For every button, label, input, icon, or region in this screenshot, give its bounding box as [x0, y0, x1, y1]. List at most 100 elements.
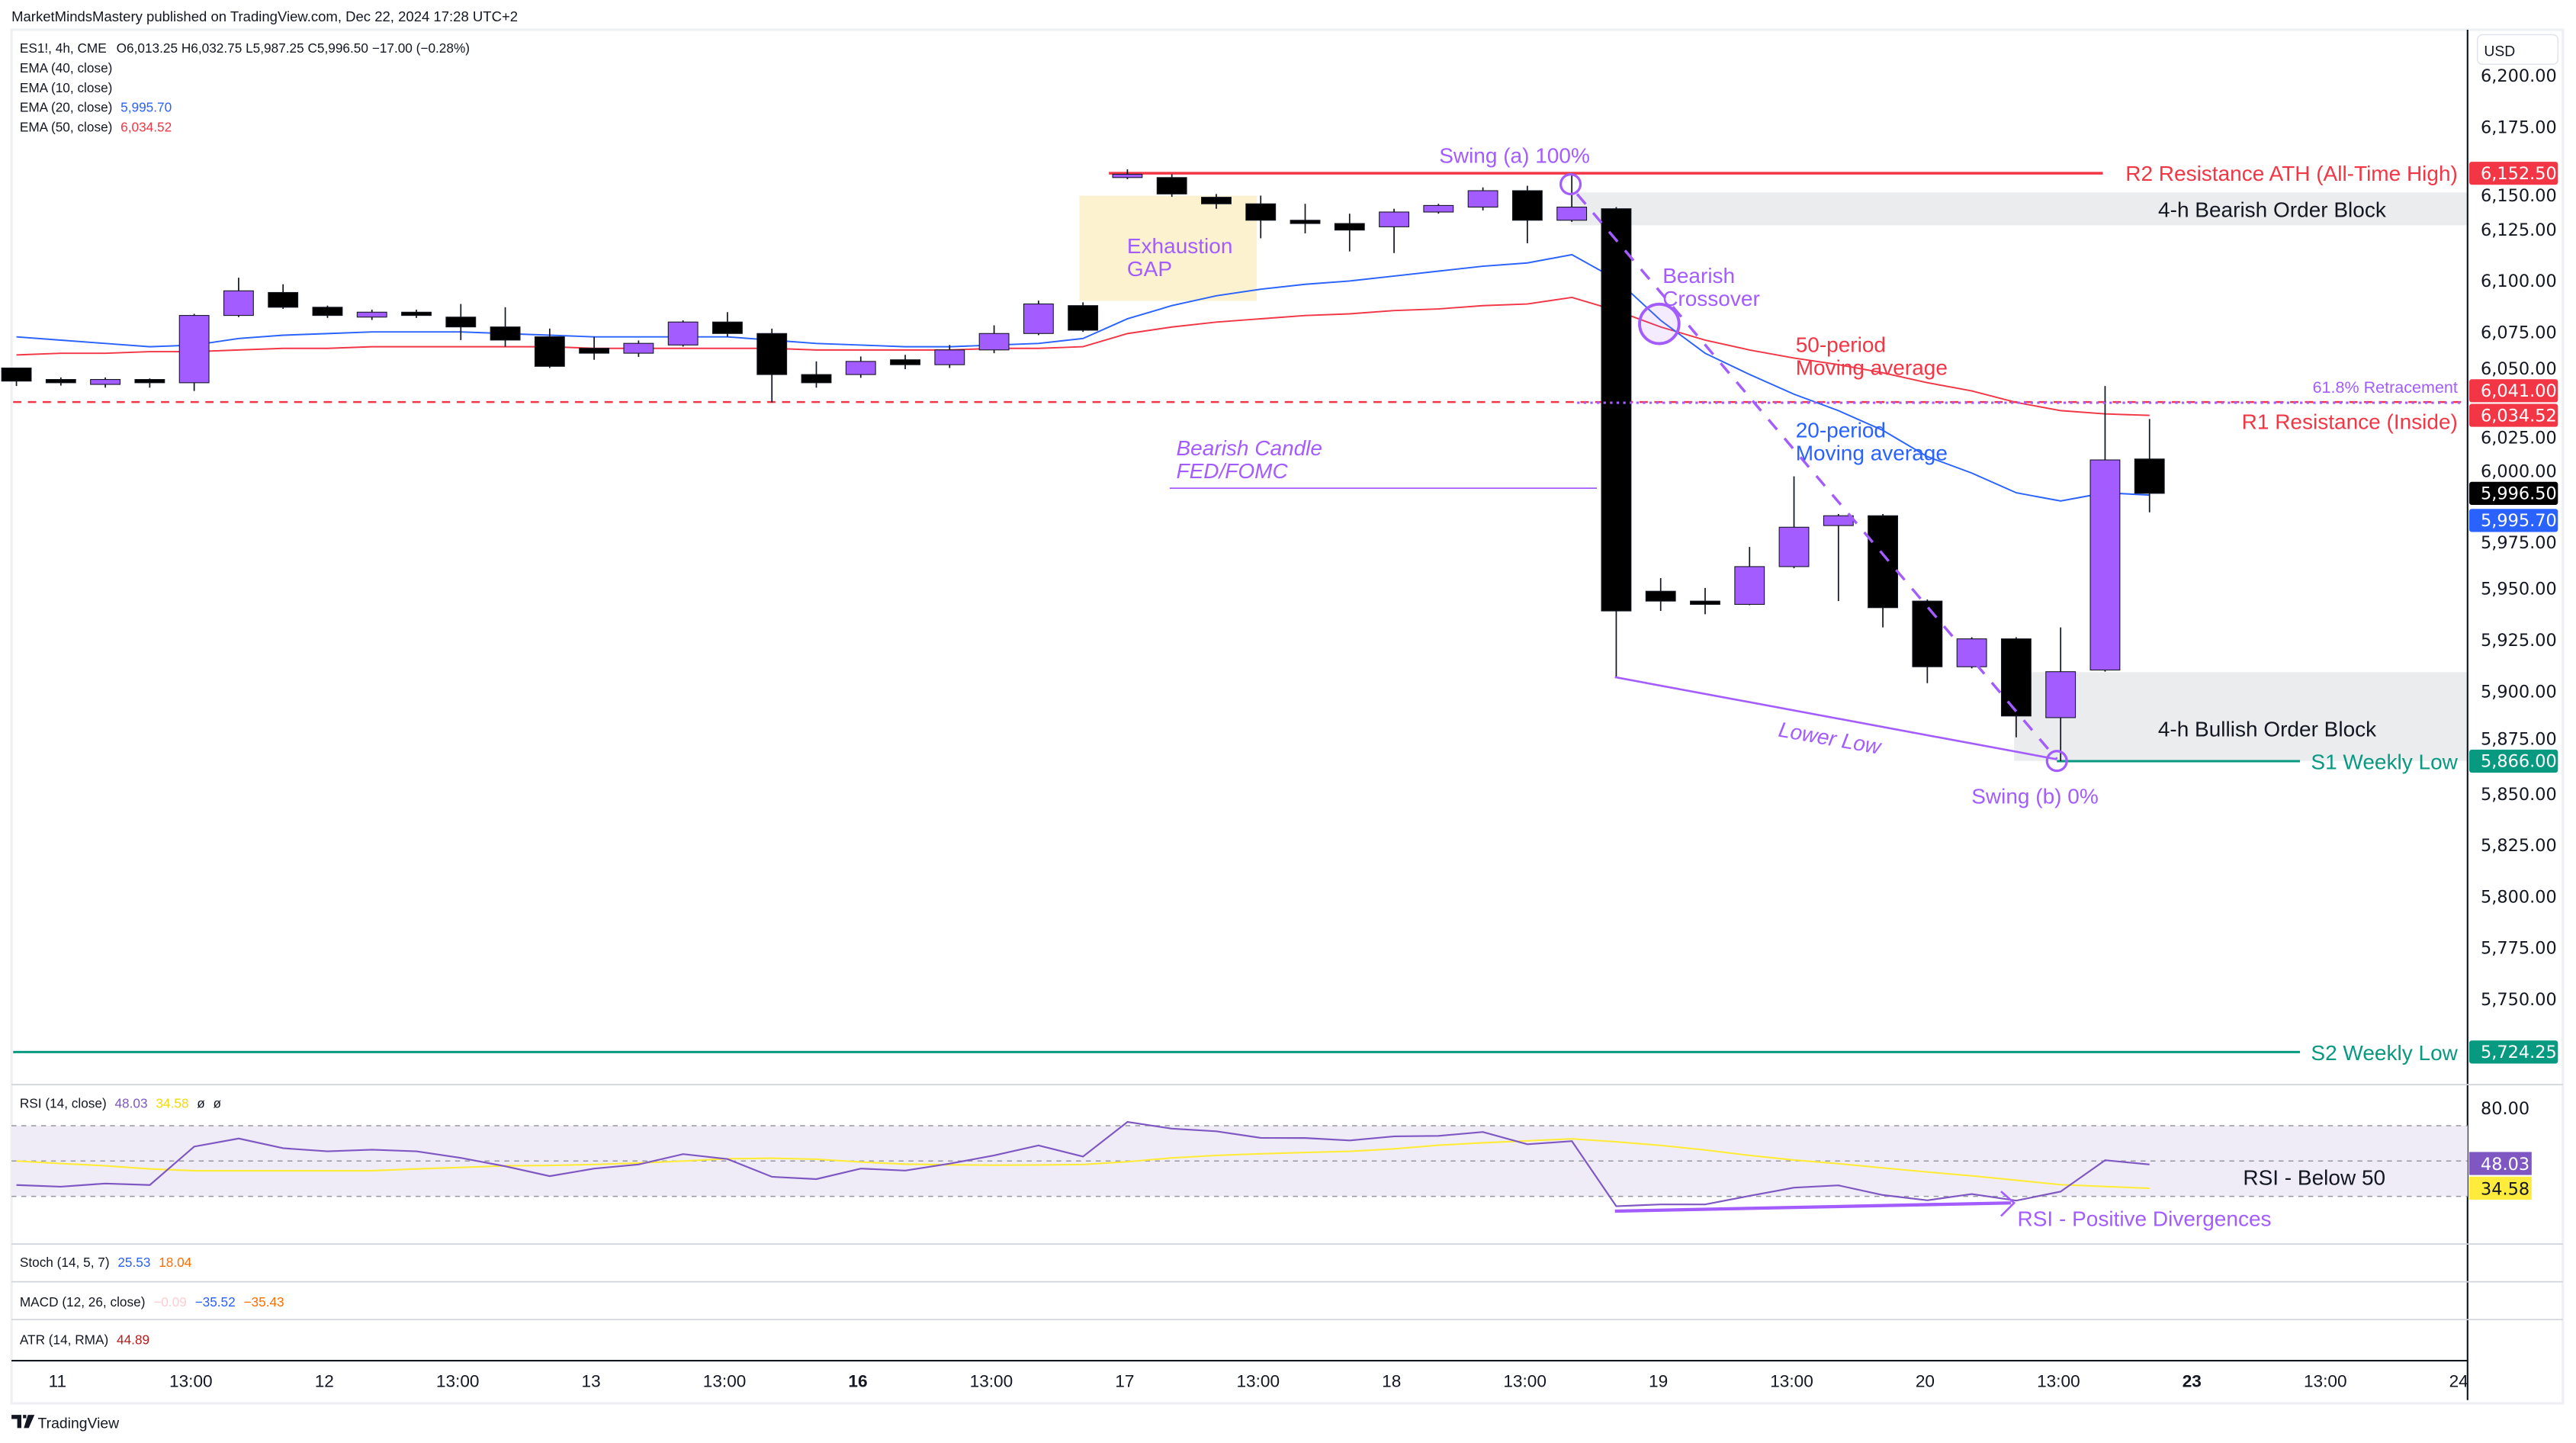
price-tick: 5,825.00: [2481, 836, 2557, 856]
rsi-line: [16, 1120, 2150, 1207]
price-badge: [2468, 481, 2558, 505]
time-tick: 16: [848, 1372, 867, 1391]
symbol-info: ES1!, 4h, CME: [20, 40, 107, 56]
rsi-divergence-line[interactable]: [1614, 1201, 2011, 1213]
time-tick: 12: [315, 1372, 334, 1391]
r1-label: R1 Resistance (Inside): [2242, 410, 2458, 434]
hidden-value-icon: ø: [197, 1095, 205, 1110]
atr-legend[interactable]: ATR (14, RMA) 44.89: [20, 1332, 149, 1347]
candle: [1956, 637, 1987, 669]
candle-body: [45, 379, 76, 384]
ma50-label-1: 50-period: [1796, 333, 1886, 356]
price-tick: 5,875.00: [2481, 730, 2557, 750]
price-tick: 6,125.00: [2481, 220, 2557, 240]
candle-body: [623, 342, 654, 354]
macd-signal-value: −35.43: [243, 1294, 284, 1310]
price-tick: 5,850.00: [2481, 785, 2557, 805]
currency-label: USD: [2484, 43, 2515, 59]
candle-body: [801, 374, 832, 384]
candle-body: [312, 307, 343, 317]
candle: [1156, 174, 1187, 198]
candle-body: [1245, 203, 1277, 221]
stoch-d-value: 18.04: [159, 1255, 192, 1270]
candle: [1423, 204, 1454, 214]
ema20-legend[interactable]: EMA (20, close) 5,995.70: [20, 100, 172, 115]
tradingview-brand: TradingView: [38, 1415, 120, 1432]
lower-low-line[interactable]: [1614, 676, 2057, 760]
candle: [1201, 194, 1232, 209]
candle: [1379, 208, 1409, 253]
candle: [712, 312, 743, 337]
candle: [45, 377, 76, 386]
candle: [2000, 637, 2032, 738]
candle-body: [90, 379, 121, 385]
candle-body: [534, 336, 565, 367]
candle: [1734, 547, 1765, 606]
time-tick: 13:00: [970, 1372, 1013, 1391]
macd-legend[interactable]: MACD (12, 26, close) −0.09 −35.52 −35.43: [20, 1294, 284, 1310]
swing-a-circle[interactable]: [1559, 172, 1582, 196]
candle: [1511, 185, 1543, 243]
price-axis[interactable]: 6,200.00 6,175.00 6,150.00 6,125.00 6,100.00…: [2468, 66, 2558, 1064]
price-tick: 5,750.00: [2481, 990, 2557, 1010]
candle: [978, 325, 1010, 354]
price-tick: 5,900.00: [2481, 682, 2557, 702]
candle-body: [1068, 305, 1099, 331]
candle-body: [1912, 600, 1943, 667]
price-badge-text: 5,724.25: [2481, 1043, 2557, 1062]
candle: [401, 310, 432, 318]
r2-label: R2 Resistance ATH (All-Time High): [2125, 162, 2458, 185]
time-tick: 24: [2449, 1372, 2468, 1391]
candles-layer: [1, 169, 2165, 761]
candle: [2134, 419, 2165, 513]
swing-b-circle[interactable]: [2045, 750, 2068, 773]
swing-fib-line[interactable]: [1575, 193, 2058, 760]
candle: [579, 336, 610, 360]
bearish-order-block-zone: [1570, 192, 2468, 226]
time-tick: 13:00: [436, 1372, 480, 1391]
candle-body: [268, 291, 299, 308]
stoch-name: Stoch (14, 5, 7): [20, 1255, 110, 1270]
hidden-value-icon: ø: [214, 1095, 222, 1110]
bearish-crossover-circle[interactable]: [1638, 302, 1681, 345]
rsi-value-badge: [2468, 1152, 2532, 1175]
candle: [1467, 187, 1498, 211]
candle: [801, 361, 832, 388]
ema10-legend[interactable]: EMA (10, close): [20, 80, 113, 95]
candle-body: [579, 348, 610, 354]
price-tick: 6,100.00: [2481, 272, 2557, 291]
time-axis[interactable]: 11 13:00 12 13:00 13 13:00 16 13:00 17 13:00 18 13:…: [49, 1372, 2468, 1391]
price-badge-text: 5,995.70: [2481, 511, 2557, 531]
swing-b-label: Swing (b) 0%: [1971, 785, 2099, 808]
tradingview-logo[interactable]: TradingView: [11, 1415, 120, 1432]
rsi-legend[interactable]: RSI (14, close) 48.03 34.58 ø ø: [20, 1095, 222, 1110]
stoch-legend[interactable]: Stoch (14, 5, 7) 25.53 18.04: [20, 1255, 192, 1270]
rsi-name: RSI (14, close): [20, 1095, 107, 1110]
price-badge: [2468, 403, 2558, 427]
candle-body: [445, 317, 477, 328]
price-tick: 5,925.00: [2481, 631, 2557, 651]
candle: [1334, 214, 1365, 252]
ema50-legend[interactable]: EMA (50, close) 6,034.52: [20, 120, 172, 135]
price-tick: 6,050.00: [2481, 359, 2557, 379]
candle-body: [712, 321, 743, 334]
candle-body: [1, 367, 32, 382]
price-tick: 6,200.00: [2481, 66, 2557, 86]
candle-body: [2000, 638, 2032, 717]
published-caption: MarketMindsMastery published on TradingV…: [11, 8, 518, 24]
rsi-ma-badge-text: 34.58: [2481, 1179, 2529, 1199]
time-tick: 13:00: [1503, 1372, 1547, 1391]
price-tick: 6,175.00: [2481, 117, 2557, 137]
price-badge: [2468, 1040, 2558, 1064]
price-tick: 6,075.00: [2481, 323, 2557, 342]
time-tick: 23: [2183, 1372, 2202, 1391]
price-badge-text: 5,996.50: [2481, 484, 2557, 504]
bearish-label: Bearish: [1662, 264, 1735, 288]
price-badge: [2468, 749, 2558, 773]
ma20-label-1: 20-period: [1796, 418, 1886, 442]
ema40-legend[interactable]: EMA (40, close): [20, 60, 113, 76]
candle-body: [2045, 671, 2077, 718]
currency-button[interactable]: [2476, 34, 2559, 66]
price-badge-text: 6,152.50: [2481, 164, 2557, 184]
candle: [667, 320, 699, 347]
